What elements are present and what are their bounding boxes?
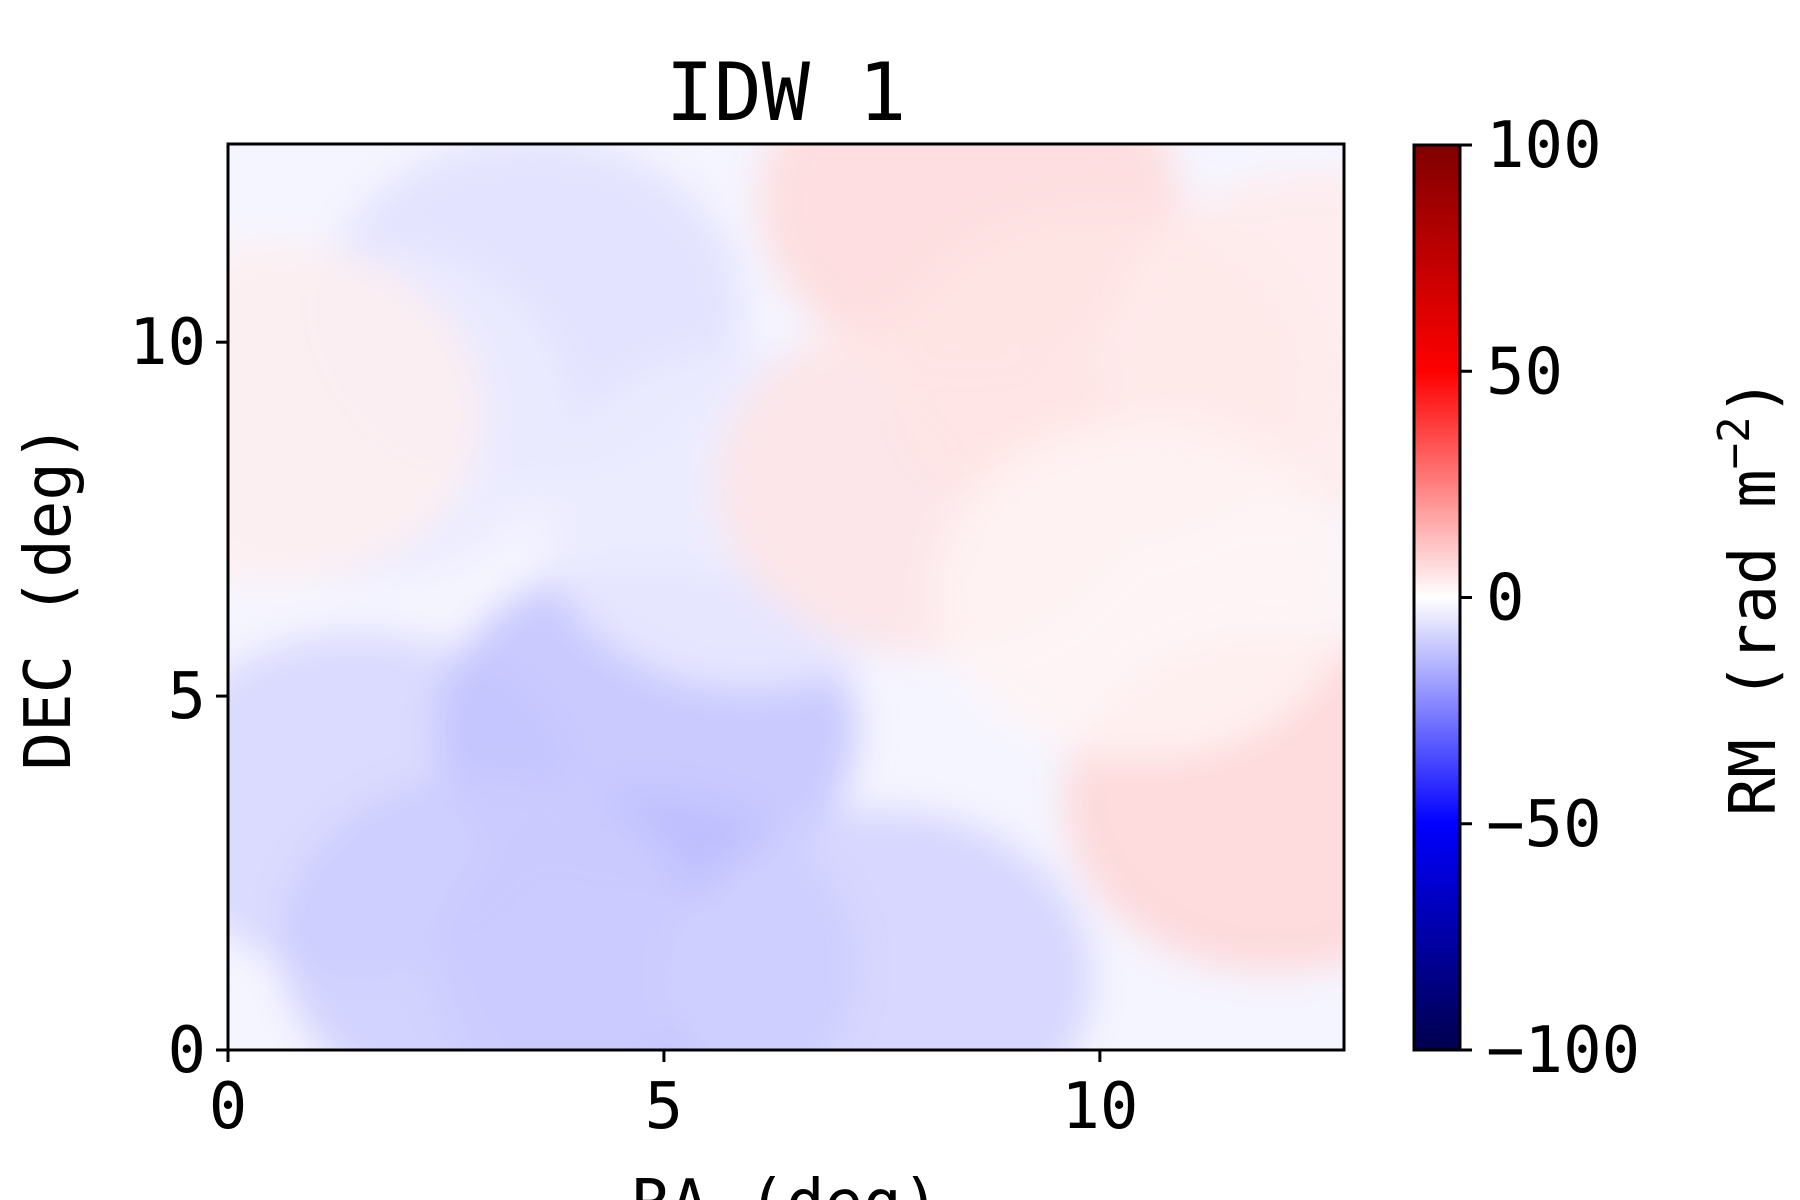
chart-title: IDW 1 (666, 46, 907, 139)
colorbar-label-main: RM (rad m (1717, 469, 1791, 816)
plot-frame (226, 142, 1346, 1052)
heatmap-plot-area (226, 142, 1346, 1052)
colorbar-tick-label: 0 (1486, 562, 1525, 636)
y-tick-label: 0 (167, 1014, 206, 1088)
colorbar-tick-label: −50 (1486, 788, 1602, 862)
colorbar-tick-label: −100 (1486, 1014, 1640, 1088)
heatmap-blob-13 (228, 243, 482, 583)
heatmap-blob-14 (933, 419, 1344, 760)
x-tick-label: 10 (1061, 1070, 1138, 1144)
colorbar-tick-label: 100 (1486, 109, 1602, 183)
heatmap-blob-3 (279, 773, 700, 1050)
x-tick-label: 0 (209, 1070, 248, 1144)
heatmap-blob-4 (671, 809, 1092, 1050)
colorbar: 100 50 0 −50 −100 RM (rad m−2) (1412, 109, 1791, 1088)
x-axis-label: RA (deg) (632, 1167, 940, 1200)
colorbar-ticks: 100 50 0 −50 −100 (1460, 109, 1640, 1088)
heatmap-field (228, 144, 1344, 1050)
y-tick-label: 5 (167, 660, 206, 734)
colorbar-label-exponent: −2 (1709, 416, 1760, 469)
y-axis-label: DEC (deg) (12, 424, 86, 771)
colorbar-gradient (1412, 143, 1462, 1052)
colorbar-label-close: ) (1717, 378, 1791, 417)
y-axis: 0 5 10 (129, 306, 228, 1088)
x-axis: 0 5 10 (209, 1050, 1138, 1144)
y-tick-label: 10 (129, 306, 206, 380)
colorbar-label: RM (rad m−2) (1709, 378, 1791, 816)
colorbar-tick-label: 50 (1486, 335, 1563, 409)
x-tick-label: 5 (645, 1070, 684, 1144)
